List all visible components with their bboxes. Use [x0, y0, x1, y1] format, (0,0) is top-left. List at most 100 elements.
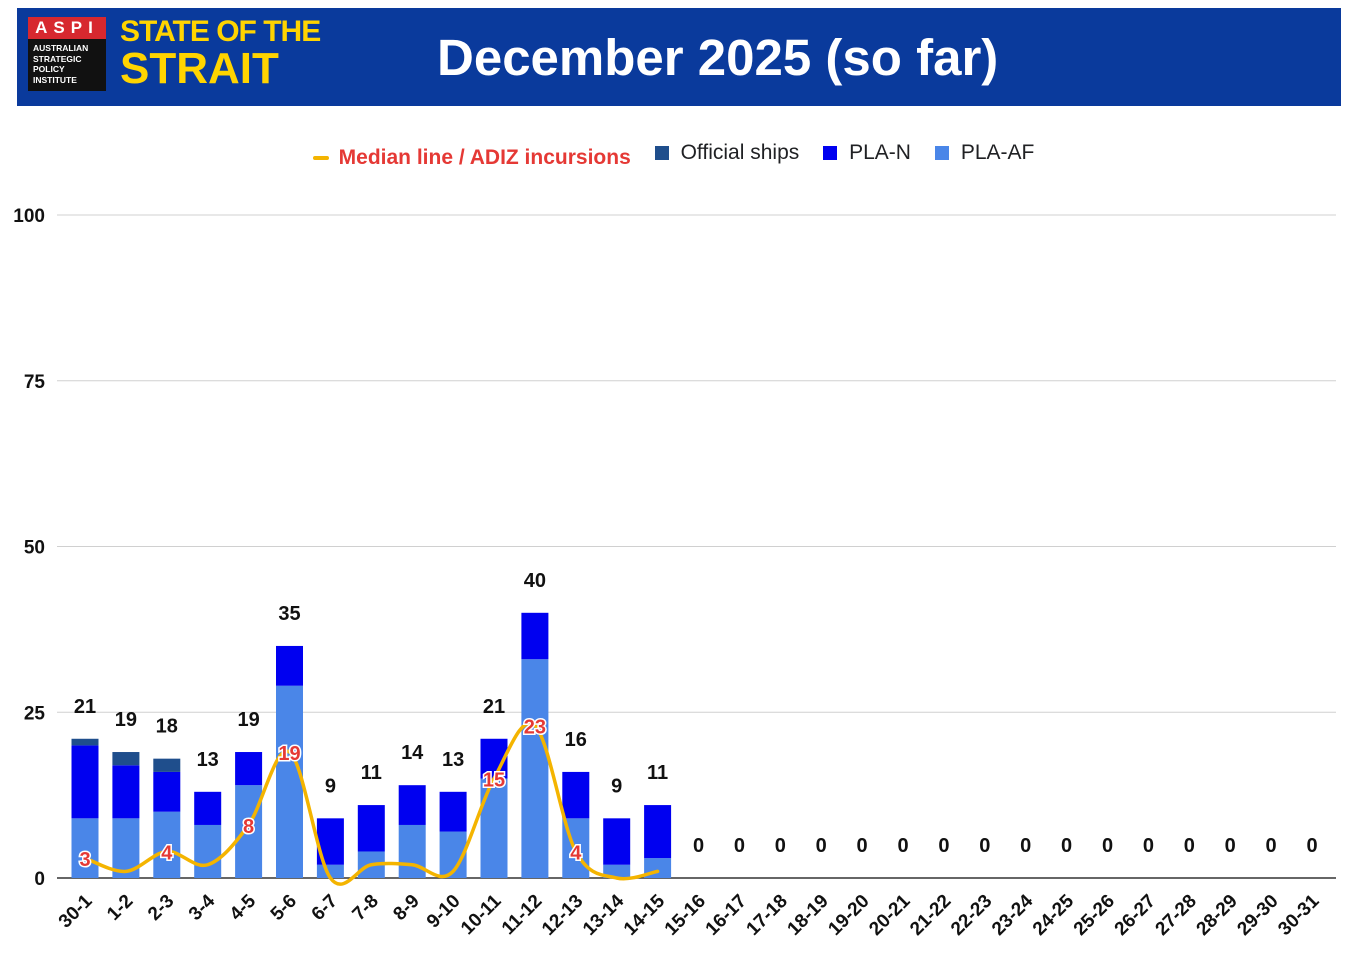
- x-tick-label-18-19: 18-19: [784, 891, 833, 940]
- page-title: December 2025 (so far): [437, 29, 999, 86]
- x-tick-label-17-18: 17-18: [743, 891, 792, 940]
- header-banner: ASPI AUSTRALIAN STRATEGIC POLICY INSTITU…: [17, 8, 1341, 106]
- bar-pla-af-11-12: [521, 659, 549, 878]
- x-tick-label-29-30: 29-30: [1233, 891, 1282, 940]
- total-label-23-24: 0: [1020, 835, 1031, 857]
- aspi-logo: ASPI AUSTRALIAN STRATEGIC POLICY INSTITU…: [28, 17, 106, 91]
- x-tick-label-24-25: 24-25: [1029, 890, 1079, 940]
- x-tick-label-8-9: 8-9: [389, 891, 423, 925]
- bar-pla-af-30-1: [71, 818, 99, 878]
- legend-item-plaaf: PLA-AF: [934, 141, 1034, 165]
- y-tick-label-75: 75: [24, 372, 46, 393]
- y-tick-label-50: 50: [24, 538, 45, 559]
- x-tick-label-6-7: 6-7: [308, 891, 342, 925]
- median-label-11-12: 23: [524, 717, 546, 739]
- total-label-2-3: 18: [156, 716, 178, 738]
- bar-pla-af-13-14: [603, 864, 631, 878]
- x-tick-label-15-16: 15-16: [661, 891, 710, 940]
- total-label-4-5: 19: [237, 709, 259, 731]
- bar-pla-n-3-4: [194, 791, 222, 825]
- bar-pla-n-30-1: [71, 745, 99, 819]
- x-tick-label-26-27: 26-27: [1111, 891, 1160, 940]
- total-label-6-7: 9: [325, 775, 336, 797]
- median-line-series: [83, 721, 660, 886]
- total-label-12-13: 16: [565, 729, 587, 751]
- bar-pla-n-14-15: [644, 805, 672, 859]
- bar-pla-af-3-4: [194, 824, 222, 878]
- total-label-20-21: 0: [897, 835, 908, 857]
- total-label-11-12: 40: [524, 570, 546, 592]
- x-tick-label-11-12: 11-12: [498, 891, 546, 939]
- bar-pla-n-7-8: [357, 805, 385, 852]
- total-label-18-19: 0: [816, 835, 827, 857]
- total-label-22-23: 0: [979, 835, 990, 857]
- x-tick-label-5-6: 5-6: [267, 891, 301, 925]
- total-label-30-31: 0: [1306, 835, 1317, 857]
- median-label-30-1: 3: [79, 849, 90, 871]
- bar-pla-n-2-3: [153, 771, 181, 812]
- total-label-5-6: 35: [278, 603, 300, 625]
- total-label-19-20: 0: [857, 835, 868, 857]
- median-label-2-3: 4: [161, 842, 173, 864]
- bar-pla-n-4-5: [235, 752, 263, 786]
- x-tick-label-16-17: 16-17: [702, 891, 751, 940]
- y-tick-label-0: 0: [34, 869, 45, 890]
- legend-official-swatch: [654, 146, 669, 160]
- bar-pla-n-13-14: [603, 818, 631, 865]
- bar-pla-n-11-12: [521, 612, 549, 660]
- x-tick-label-30-1: 30-1: [55, 890, 97, 932]
- bar-official-ships-1-2: [112, 752, 140, 766]
- x-tick-label-23-24: 23-24: [988, 890, 1038, 940]
- bar-pla-n-9-10: [439, 791, 467, 832]
- total-label-3-4: 13: [197, 749, 219, 771]
- x-tick-label-14-15: 14-15: [620, 890, 670, 940]
- total-label-28-29: 0: [1225, 835, 1236, 857]
- total-label-24-25: 0: [1061, 835, 1072, 857]
- bar-pla-af-10-11: [480, 778, 508, 878]
- legend-item-plan: PLA-N: [823, 141, 911, 165]
- x-tick-label-21-22: 21-22: [906, 891, 955, 940]
- total-label-25-26: 0: [1102, 835, 1113, 857]
- total-label-26-27: 0: [1143, 835, 1154, 857]
- legend-plan-swatch: [823, 146, 838, 160]
- y-tick-label-100: 100: [13, 206, 45, 227]
- x-tick-label-12-13: 12-13: [538, 891, 587, 940]
- bar-pla-n-5-6: [276, 645, 303, 686]
- median-label-4-5: 8: [243, 816, 254, 838]
- x-tick-label-22-23: 22-23: [947, 891, 996, 940]
- total-label-16-17: 0: [734, 835, 745, 857]
- bar-pla-af-5-6: [276, 685, 303, 878]
- x-tick-label-19-20: 19-20: [824, 891, 873, 940]
- total-label-7-8: 11: [361, 762, 382, 784]
- total-label-21-22: 0: [938, 835, 949, 857]
- bar-pla-n-8-9: [398, 785, 426, 825]
- bar-pla-af-8-9: [398, 824, 426, 878]
- total-label-30-1: 21: [74, 696, 96, 718]
- total-label-9-10: 13: [442, 749, 464, 771]
- total-label-13-14: 9: [611, 775, 622, 797]
- bar-pla-n-12-13: [562, 771, 590, 819]
- x-tick-label-10-11: 10-11: [457, 890, 506, 939]
- bar-pla-n-1-2: [112, 765, 140, 819]
- total-label-15-16: 0: [693, 835, 704, 857]
- x-tick-label-4-5: 4-5: [226, 890, 261, 925]
- x-tick-label-25-26: 25-26: [1070, 891, 1119, 940]
- x-tick-label-20-21: 20-21: [865, 890, 915, 940]
- x-tick-label-28-29: 28-29: [1193, 891, 1242, 940]
- bar-pla-af-2-3: [153, 811, 181, 878]
- x-tick-label-7-8: 7-8: [349, 891, 383, 925]
- legend-median-swatch: [312, 156, 329, 160]
- bar-official-ships-30-1: [71, 738, 99, 746]
- median-label-5-6: 19: [278, 743, 300, 765]
- x-tick-label-1-2: 1-2: [103, 891, 137, 925]
- total-label-1-2: 19: [115, 709, 137, 731]
- legend-item-median: Median line / ADIZ incursions: [312, 146, 631, 170]
- bar-pla-af-4-5: [235, 785, 263, 878]
- median-label-10-11: 15: [483, 770, 505, 792]
- total-label-14-15: 11: [647, 762, 668, 784]
- total-label-8-9: 14: [401, 742, 424, 764]
- x-tick-label-3-4: 3-4: [185, 890, 220, 925]
- chart-legend: Median line / ADIZ incursions Official s…: [0, 141, 1347, 170]
- total-label-10-11: 21: [483, 696, 505, 718]
